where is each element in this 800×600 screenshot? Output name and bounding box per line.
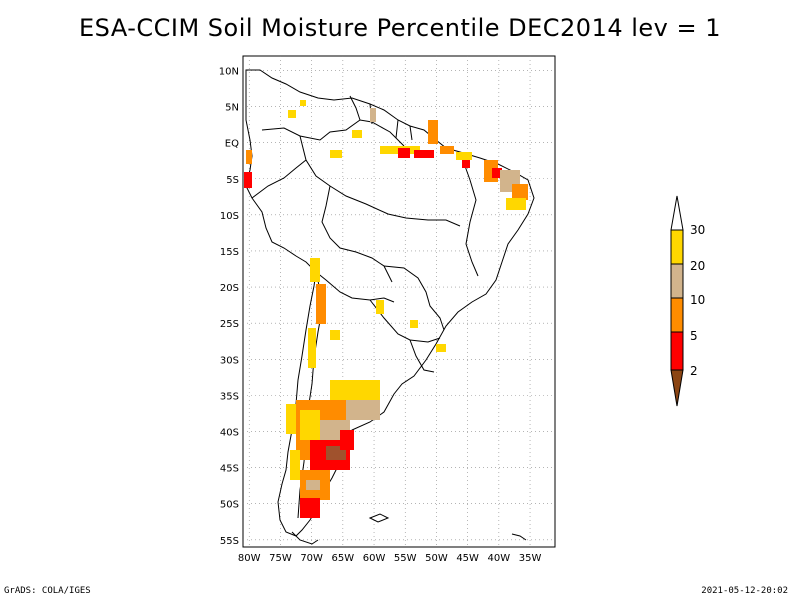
lon-tick-label: 45W (456, 553, 479, 564)
patch (456, 152, 472, 160)
border-line (383, 265, 445, 331)
patch (352, 130, 362, 138)
lon-tick-label: 55W (394, 553, 417, 564)
legend-swatch-10-20 (670, 263, 684, 299)
patch (246, 150, 252, 164)
lon-tick-label: 65W (332, 553, 355, 564)
legend-label: 30 (690, 223, 705, 237)
legend-triangle-above (670, 195, 684, 231)
legend-swatch-2-5 (670, 331, 684, 371)
patch (414, 150, 434, 158)
lat-tick-label: 25S (220, 319, 239, 330)
patch (286, 404, 296, 434)
lon-tick-label: 70W (300, 553, 323, 564)
graticule-grid (243, 56, 555, 547)
patch (310, 258, 320, 282)
patch (300, 410, 320, 440)
patch (398, 148, 410, 158)
lat-tick-label: 5N (225, 103, 239, 114)
lat-tick-label: 50S (220, 500, 239, 511)
patch (428, 120, 438, 144)
patch (506, 198, 526, 210)
legend-label: 20 (690, 259, 705, 273)
patch (300, 498, 320, 518)
lat-tick-label: 10S (220, 211, 239, 222)
lon-tick-label: 60W (363, 553, 386, 564)
border-line (251, 159, 307, 199)
lat-tick-label: EQ (225, 139, 239, 150)
patch (410, 320, 418, 328)
footer-timestamp: 2021-05-12-20:02 (701, 586, 788, 596)
patch (462, 160, 470, 168)
patch (492, 168, 502, 178)
patch (330, 150, 342, 158)
latitude-tick-labels: 10N 5N EQ 5S 10S 15S 20S 25S 30S 35S 40S 45S 50S 55S (219, 66, 239, 546)
patch (376, 300, 384, 314)
falkland-islands (368, 513, 390, 523)
border-line (315, 271, 395, 303)
lon-tick-label: 35W (519, 553, 542, 564)
patch (340, 430, 354, 450)
patch (436, 344, 446, 352)
lat-tick-label: 5S (226, 175, 239, 186)
lat-tick-label: 30S (220, 355, 239, 366)
tierra-del-fuego (291, 531, 319, 545)
lon-tick-label: 75W (269, 553, 292, 564)
border-line (261, 119, 405, 147)
patch (288, 110, 296, 118)
patch (300, 100, 306, 106)
patch (330, 330, 340, 340)
border-line (349, 95, 361, 121)
lat-tick-label: 45S (220, 464, 239, 475)
lat-tick-label: 15S (220, 247, 239, 258)
legend-triangle-below (670, 369, 684, 407)
patch (440, 146, 454, 154)
lat-tick-label: 10N (219, 66, 239, 77)
patch (512, 184, 528, 200)
map-frame (242, 55, 556, 548)
patch (290, 450, 300, 480)
footer-credit: GrADS: COLA/IGES (4, 586, 91, 596)
patch (306, 480, 320, 490)
border-line (459, 151, 479, 277)
legend-swatch-20-30 (670, 229, 684, 265)
lat-tick-label: 20S (220, 283, 239, 294)
legend-label: 5 (690, 329, 698, 343)
lat-tick-label: 40S (220, 427, 239, 438)
lon-tick-label: 50W (425, 553, 448, 564)
longitude-tick-labels: 80W 75W 70W 65W 60W 55W 50W 45W 40W 35W (238, 553, 542, 564)
map-title: ESA-CCIM Soil Moisture Percentile DEC201… (78, 14, 722, 42)
lat-tick-label: 35S (220, 391, 239, 402)
patch (340, 400, 380, 420)
legend-colorbar: 30 20 10 5 2 (670, 195, 705, 407)
south-america-coastline (245, 69, 535, 537)
border-line (321, 185, 393, 283)
border-line (299, 135, 461, 227)
border-line (409, 339, 435, 373)
legend-label: 10 (690, 293, 705, 307)
border-line (369, 299, 441, 343)
patch (244, 172, 252, 188)
island-outline (511, 533, 527, 541)
legend-swatch-5-10 (670, 297, 684, 333)
soil-moisture-patches (244, 100, 528, 518)
patch (370, 108, 376, 122)
lon-tick-label: 40W (488, 553, 511, 564)
patch (308, 328, 316, 368)
lat-tick-label: 55S (220, 536, 239, 547)
lon-tick-label: 80W (238, 553, 261, 564)
legend-label: 2 (690, 364, 698, 378)
patch (316, 284, 326, 324)
